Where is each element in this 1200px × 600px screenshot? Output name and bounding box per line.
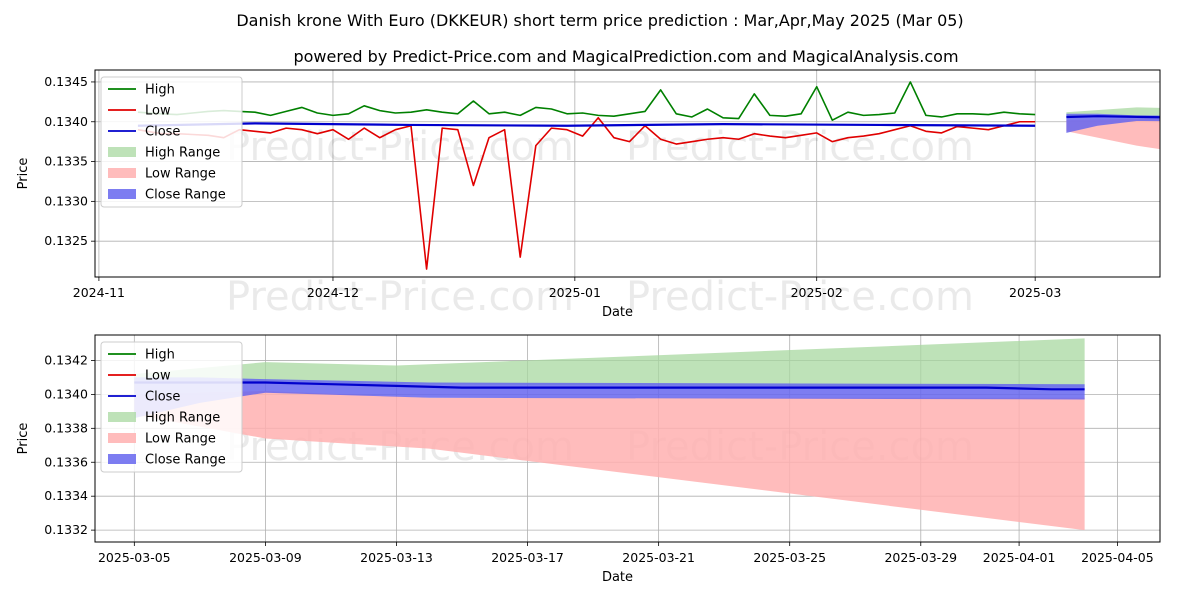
y-tick-label: 0.1340 [44, 386, 88, 401]
y-tick-label: 0.1335 [44, 154, 88, 169]
high-line [137, 81, 1036, 121]
close-range-band [1066, 113, 1160, 133]
legend-swatch-low-range [108, 433, 136, 443]
y-axis-label: Price [16, 158, 31, 190]
y-axis-label: Price [16, 423, 31, 455]
y-tick-label: 0.1345 [44, 74, 88, 89]
x-tick-label: 2024-12 [307, 285, 359, 300]
x-tick-label: 2024-11 [73, 285, 125, 300]
legend-label-low: Low [145, 369, 171, 384]
x-tick-label: 2025-03-29 [884, 550, 957, 565]
legend-label-close-range: Close Range [145, 453, 226, 468]
high-range-band [134, 338, 1085, 388]
y-tick-label: 0.1340 [44, 114, 88, 129]
legend-swatch-high-range [108, 412, 136, 422]
x-tick-label: 2025-03-13 [360, 550, 433, 565]
legend-label-high-range: High Range [145, 411, 220, 426]
close-forecast-line [1066, 115, 1160, 119]
legend-label-high-range: High Range [145, 146, 220, 161]
legend-label-high: High [145, 83, 175, 98]
chart-subtitle: powered by Predict-Price.com and Magical… [293, 47, 958, 66]
legend-label-high: High [145, 348, 175, 363]
x-tick-label: 2025-03-25 [753, 550, 826, 565]
watermark-text: Predict-Price.com [626, 124, 974, 170]
y-tick-label: 0.1332 [44, 522, 88, 537]
x-axis-label: Date [602, 305, 633, 320]
x-tick-label: 2025-02 [791, 285, 843, 300]
watermark-text: Predict-Price.com [226, 274, 574, 320]
legend-label-close: Close [145, 125, 180, 140]
plot-area [137, 81, 1160, 270]
y-tick-label: 0.1325 [44, 233, 88, 248]
legend-label-close-range: Close Range [145, 188, 226, 203]
x-tick-label: 2025-03-21 [622, 550, 695, 565]
low-line [137, 116, 1036, 270]
legend-label-close: Close [145, 390, 180, 405]
y-tick-label: 0.1334 [44, 488, 88, 503]
legend-swatch-high-range [108, 147, 136, 157]
watermark-text: Predict-Price.com [626, 274, 974, 320]
x-tick-label: 2025-03-05 [98, 550, 171, 565]
bottom-panel: Predict-Price.comPredict-Price.com2025-0… [16, 334, 1161, 585]
x-tick-label: 2025-03 [1009, 285, 1061, 300]
legend-swatch-low-range [108, 168, 136, 178]
x-tick-label: 2025-01 [549, 285, 601, 300]
y-tick-label: 0.1338 [44, 420, 88, 435]
legend-label-low-range: Low Range [145, 167, 216, 182]
y-tick-label: 0.1336 [44, 454, 88, 469]
x-tick-label: 2025-04-01 [983, 550, 1056, 565]
legend-label-low: Low [145, 104, 171, 119]
low-range-band [1066, 118, 1160, 150]
legend-box [100, 341, 243, 473]
plot-area [134, 338, 1085, 531]
chart-title: Danish krone With Euro (DKKEUR) short te… [236, 11, 963, 30]
legend: High Low Close High Range Low Range Close Ran… [100, 76, 243, 208]
top-panel: Predict-Price.com Predict-Price.com Predic… [16, 69, 1161, 320]
y-tick-label: 0.1330 [44, 193, 88, 208]
low-range-band [134, 390, 1085, 531]
legend-box [100, 76, 243, 208]
legend: High Low Close High Range Low Range Close Ran… [100, 341, 243, 473]
close-line [137, 122, 1036, 127]
close-line [134, 381, 1085, 391]
legend-swatch-close-range [108, 454, 136, 464]
plot-frame [94, 69, 1161, 278]
legend-swatch-close-range [108, 189, 136, 199]
y-tick-label: 0.1342 [44, 352, 88, 367]
x-tick-label: 2025-04-05 [1081, 550, 1154, 565]
x-tick-label: 2025-03-09 [229, 550, 302, 565]
x-axis-label: Date [602, 570, 633, 585]
legend-label-low-range: Low Range [145, 432, 216, 447]
watermark-text: Predict-Price.com [226, 124, 574, 170]
plot-frame [94, 334, 1161, 543]
x-tick-label: 2025-03-17 [491, 550, 564, 565]
